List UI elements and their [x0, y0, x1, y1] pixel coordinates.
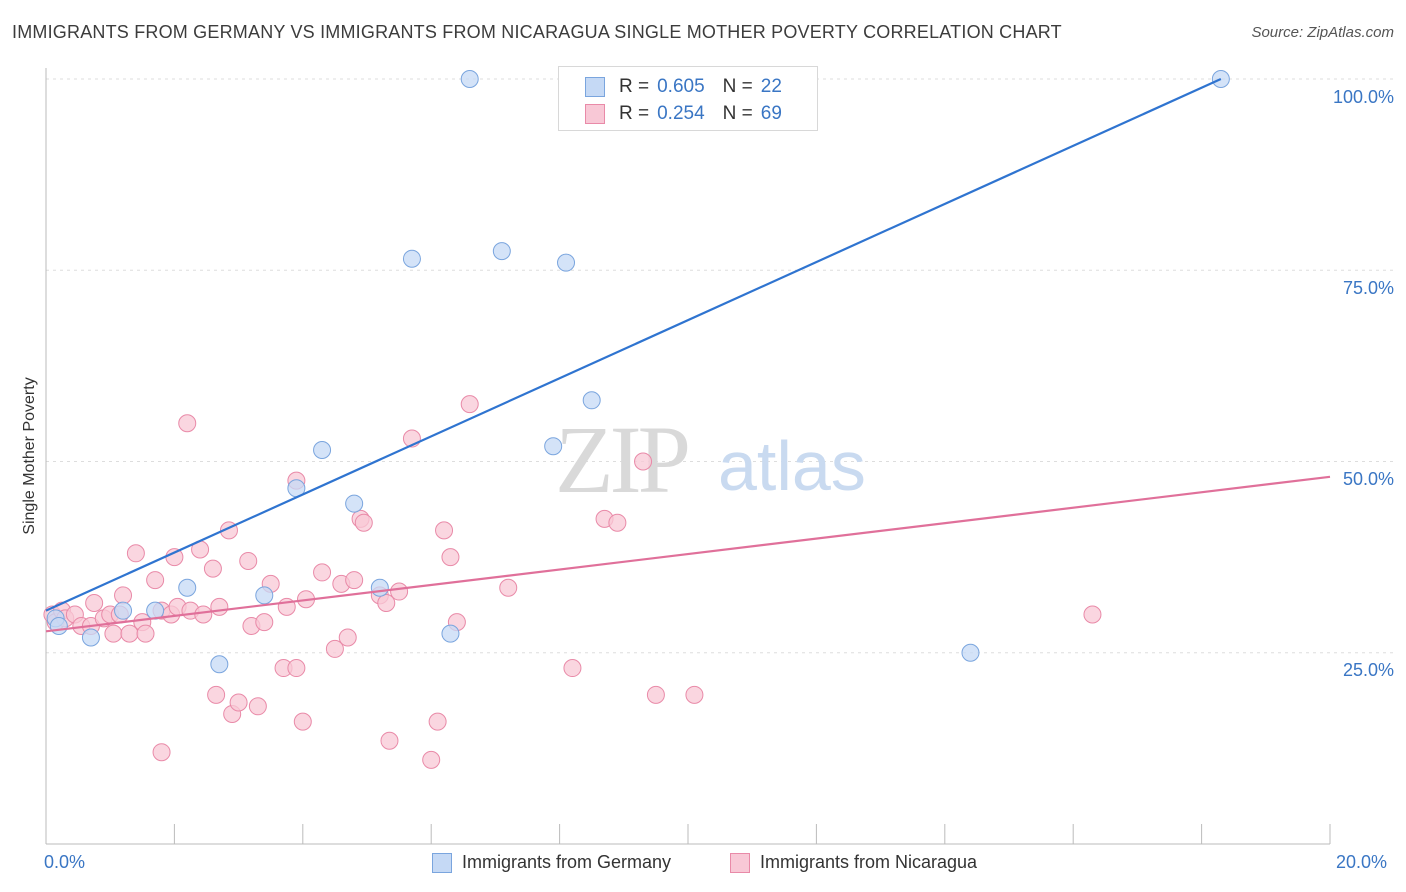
germany-point	[582, 391, 601, 410]
germany-n-label: N =	[722, 76, 753, 97]
germany-point	[544, 437, 563, 456]
series-legend: Immigrants from Germany Immigrants from …	[0, 852, 1406, 878]
nicaragua-point	[104, 624, 123, 643]
nicaragua-point	[136, 624, 155, 643]
germany-r-label: R =	[619, 76, 650, 97]
nicaragua-point	[152, 743, 171, 762]
nicaragua-point	[377, 594, 396, 613]
nicaragua-point	[287, 659, 306, 678]
nicaragua-point	[563, 659, 582, 678]
germany-r-value: 0.605	[657, 76, 705, 97]
nicaragua-n-value: 69	[760, 103, 782, 124]
nicaragua-point	[390, 582, 409, 601]
nicaragua-point	[441, 548, 460, 567]
y-tick-25: 25.0%	[1342, 660, 1394, 680]
nicaragua-point	[146, 571, 165, 590]
nicaragua-point	[422, 750, 441, 769]
watermark-atlas: atlas	[718, 427, 866, 505]
nicaragua-point	[313, 563, 332, 582]
germany-n-value: 22	[760, 76, 782, 97]
legend-germany-swatch	[432, 852, 452, 873]
nicaragua-point	[685, 685, 704, 704]
germany-point	[114, 601, 133, 620]
watermark: ZIP atlas	[555, 406, 866, 513]
nicaragua-point	[1083, 605, 1102, 624]
nicaragua-point	[210, 597, 229, 616]
nicaragua-point	[354, 513, 373, 532]
nicaragua-r-value: 0.254	[657, 103, 705, 124]
nicaragua-point	[338, 628, 357, 647]
nicaragua-point	[634, 452, 653, 471]
germany-point	[402, 249, 421, 268]
x-tick-max: 20.0%	[1336, 852, 1388, 872]
nicaragua-point	[460, 395, 479, 414]
nicaragua-point	[435, 521, 454, 540]
germany-point	[345, 494, 364, 513]
nicaragua-point	[239, 551, 258, 570]
y-tick-75: 75.0%	[1342, 278, 1394, 298]
nicaragua-point	[293, 712, 312, 731]
nicaragua-point	[85, 594, 104, 613]
nicaragua-point	[203, 559, 222, 578]
nicaragua-point	[428, 712, 447, 731]
nicaragua-n-label: N =	[722, 103, 753, 124]
nicaragua-point	[345, 571, 364, 590]
germany-point	[370, 578, 389, 597]
nicaragua-point	[325, 639, 344, 658]
legend-row-germany: R = 0.605 N = 22	[585, 74, 782, 100]
germany-point	[492, 242, 511, 261]
legend-nicaragua-swatch	[730, 852, 750, 873]
nicaragua-point	[114, 586, 133, 605]
nicaragua-point	[229, 693, 248, 712]
germany-trend-line	[45, 77, 1222, 612]
legend-item-nicaragua[interactable]: Immigrants from Nicaragua	[730, 852, 977, 873]
nicaragua-point	[248, 697, 267, 716]
x-tick-min: 0.0%	[44, 852, 86, 872]
germany-points	[46, 70, 1230, 674]
chart-title: IMMIGRANTS FROM GERMANY VS IMMIGRANTS FR…	[12, 22, 1062, 42]
nicaragua-swatch	[585, 104, 605, 124]
nicaragua-point	[499, 578, 518, 597]
y-axis-label: Single Mother Poverty	[21, 377, 38, 535]
germany-swatch	[585, 77, 605, 97]
nicaragua-point	[165, 548, 184, 567]
nicaragua-point	[126, 544, 145, 563]
germany-point	[49, 616, 68, 635]
germany-point	[961, 643, 980, 662]
trend-lines	[45, 77, 1331, 633]
germany-point	[441, 624, 460, 643]
nicaragua-point	[194, 605, 213, 624]
y-tick-100: 100.0%	[1332, 87, 1394, 107]
watermark-zip: ZIP	[555, 406, 688, 513]
nicaragua-r-label: R =	[619, 103, 650, 124]
nicaragua-point	[608, 513, 627, 532]
germany-point	[313, 441, 332, 460]
nicaragua-point	[207, 685, 226, 704]
nicaragua-trend-line	[45, 475, 1331, 633]
germany-point	[81, 628, 100, 647]
nicaragua-point	[178, 414, 197, 433]
nicaragua-point	[646, 685, 665, 704]
germany-point	[255, 586, 274, 605]
germany-point	[460, 70, 479, 88]
nicaragua-point	[255, 613, 274, 632]
chart-source: Source: ZipAtlas.com	[1251, 24, 1394, 41]
legend-row-nicaragua: R = 0.254 N = 69	[585, 101, 782, 127]
legend-item-germany[interactable]: Immigrants from Germany	[432, 852, 671, 873]
axes	[45, 68, 1331, 845]
legend-nicaragua-label: Immigrants from Nicaragua	[760, 852, 978, 872]
nicaragua-point	[380, 731, 399, 750]
germany-point	[210, 655, 229, 674]
germany-point	[557, 253, 576, 272]
correlation-legend: R = 0.605 N = 22 R = 0.254 N = 69	[558, 66, 818, 131]
germany-point	[178, 578, 197, 597]
legend-germany-label: Immigrants from Germany	[462, 852, 672, 872]
y-tick-50: 50.0%	[1342, 469, 1394, 489]
